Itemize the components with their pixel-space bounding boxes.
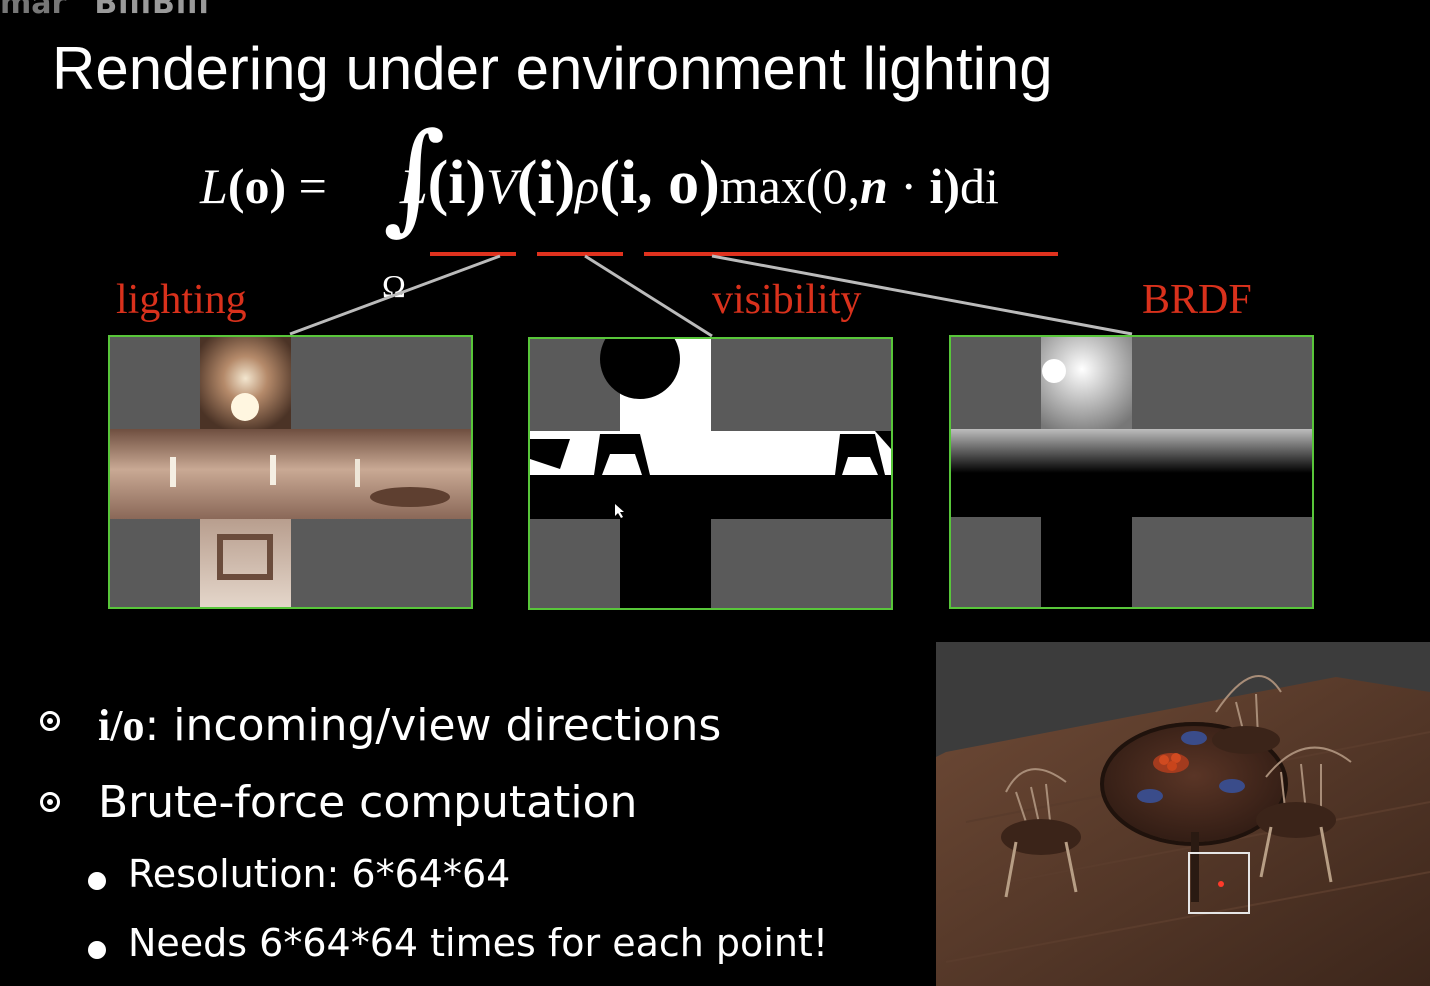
underline-brdf: [644, 252, 1058, 256]
integral-domain: Ω: [382, 268, 406, 304]
scene-illustration: [936, 642, 1430, 986]
eq-di: di: [960, 158, 999, 214]
eq-lhs-L: L: [200, 158, 228, 214]
bullet-io-prefix: i/o: [98, 701, 145, 750]
underline-visibility: [537, 252, 623, 256]
eq-n: n: [860, 158, 888, 214]
bilibili-logo: BiliBili: [94, 0, 210, 21]
selection-box: [1188, 852, 1250, 914]
watermark: mar BiliBili: [0, 0, 210, 21]
eq-equals: =: [298, 158, 327, 214]
bullet-ring-icon: [40, 792, 60, 812]
rendering-equation: L(o) = L(i)V(i)ρ(i, o)max(0,n · i)di: [200, 148, 999, 219]
eq-i-3: i): [929, 158, 961, 214]
subbullet-resolution: Resolution: 6*64*64: [128, 852, 511, 896]
lighting-cubemap-image: [110, 337, 471, 607]
eq-lhs-o: (o): [227, 158, 287, 214]
eq-max: max(0,: [719, 158, 861, 214]
visibility-cubemap-panel: [528, 337, 893, 610]
subbullet-needs: Needs 6*64*64 times for each point!: [128, 921, 829, 965]
bullet-dot-icon: [88, 872, 106, 890]
brdf-cubemap-panel: [949, 335, 1314, 609]
brdf-cubemap-image: [951, 337, 1312, 607]
connector-brdf: [711, 254, 1133, 336]
watermark-text: mar: [0, 0, 67, 21]
connector-lines: [289, 254, 1133, 338]
bullet-dot-icon: [88, 941, 106, 959]
slide-title: Rendering under environment lighting: [52, 35, 1053, 102]
connector-visibility: [584, 254, 713, 338]
lighting-cubemap-panel: [108, 335, 473, 609]
label-brdf: BRDF: [1142, 277, 1252, 323]
eq-i-o: (i, o): [599, 149, 720, 217]
rendered-scene-image: [936, 642, 1430, 986]
bullet-io-text: : incoming/view directions: [144, 700, 722, 751]
connector-lighting: [289, 254, 501, 336]
eq-dot: ·: [887, 158, 930, 214]
integral-sign: ∫: [383, 108, 446, 247]
bullet-io: i/o: incoming/view directions: [98, 700, 721, 751]
label-visibility: visibility: [712, 277, 862, 323]
eq-rho: ρ: [575, 158, 600, 214]
eq-V: V: [486, 158, 517, 214]
eq-L: L: [399, 158, 428, 214]
underline-lighting: [430, 252, 516, 256]
eq-i-1: (i): [427, 149, 487, 217]
label-lighting: lighting: [116, 277, 247, 323]
visibility-cubemap-image: [530, 339, 891, 608]
bullet-ring-icon: [40, 711, 60, 731]
bullet-brute-force: Brute-force computation: [98, 777, 638, 828]
eq-i-2: (i): [516, 149, 576, 217]
